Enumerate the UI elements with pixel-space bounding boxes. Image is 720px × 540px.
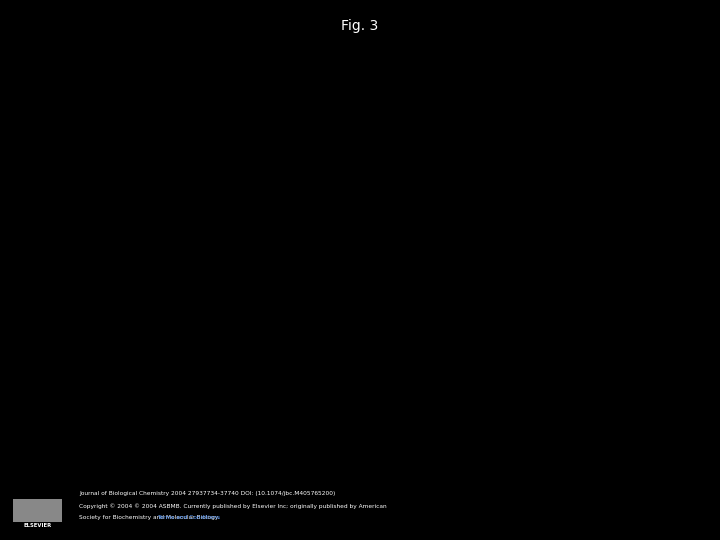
Text: Journal of Biological Chemistry 2004 27937734-37740 DOI: (10.1074/jbc.M405765200: Journal of Biological Chemistry 2004 279… xyxy=(79,491,336,496)
Text: R: R xyxy=(532,404,539,415)
Text: 10min: 10min xyxy=(621,409,645,418)
Text: R26A: R26A xyxy=(378,50,408,60)
Text: S12A: S12A xyxy=(117,50,147,60)
Bar xyxy=(14,499,63,522)
Text: ELSEVIER: ELSEVIER xyxy=(24,523,52,528)
Text: 2min: 2min xyxy=(621,460,640,469)
Text: Society for Biochemistry and Molecular Biology.: Society for Biochemistry and Molecular B… xyxy=(79,515,221,520)
Text: 30min: 30min xyxy=(621,142,645,151)
Text: N: N xyxy=(474,50,482,63)
Text: Terms and Conditions: Terms and Conditions xyxy=(157,515,220,520)
Text: N: N xyxy=(217,50,226,63)
Text: Fig. 3: Fig. 3 xyxy=(341,19,379,33)
Text: 24hr: 24hr xyxy=(621,92,639,101)
Text: R29A: R29A xyxy=(378,267,408,278)
Text: 2min: 2min xyxy=(621,242,640,251)
Text: N: N xyxy=(207,267,216,280)
Text: 24hr: 24hr xyxy=(621,309,639,319)
Text: K27A: K27A xyxy=(117,267,148,278)
Text: R: R xyxy=(527,187,534,197)
Text: R: R xyxy=(274,188,281,198)
Text: 10min: 10min xyxy=(621,192,645,201)
Text: R: R xyxy=(266,401,273,411)
Text: Copyright © 2004 © 2004 ASBMB. Currently published by Elsevier Inc; originally p: Copyright © 2004 © 2004 ASBMB. Currently… xyxy=(79,503,387,509)
Text: 30min: 30min xyxy=(621,360,645,368)
Text: N: N xyxy=(474,267,482,280)
